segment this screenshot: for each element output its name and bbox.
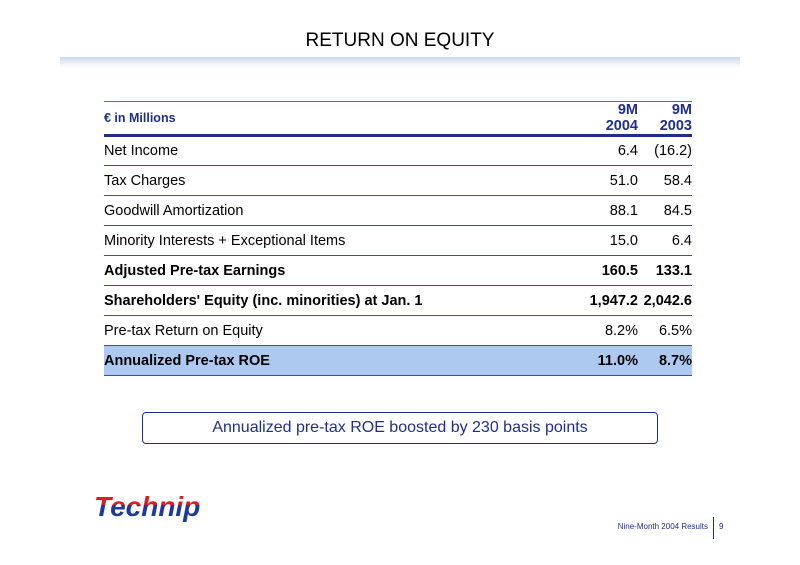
- header-9m-2003: 9M 2003: [638, 101, 692, 137]
- value-9m-2004: 15.0: [584, 225, 638, 256]
- table-row: Shareholders' Equity (inc. minorities) a…: [104, 285, 692, 316]
- table-row: Goodwill Amortization 88.1 84.5: [104, 195, 692, 226]
- header-currency-label: € in Millions: [104, 101, 584, 137]
- table-header-row: € in Millions 9M 2004 9M 2003: [104, 101, 692, 137]
- value-9m-2003: 133.1: [638, 255, 692, 286]
- value-9m-2003: (16.2): [638, 135, 692, 166]
- value-9m-2004: 1,947.2: [584, 285, 638, 316]
- value-9m-2003: 58.4: [638, 165, 692, 196]
- table-row: Pre-tax Return on Equity 8.2% 6.5%: [104, 315, 692, 346]
- value-9m-2004: 8.2%: [584, 315, 638, 346]
- technip-logo: Technip Technip: [94, 491, 200, 522]
- value-9m-2003: 6.4: [638, 225, 692, 256]
- logo-wordmark-upper: Technip: [94, 491, 200, 522]
- table-row: Adjusted Pre-tax Earnings 160.5 133.1: [104, 255, 692, 286]
- table-row: Minority Interests + Exceptional Items 1…: [104, 225, 692, 256]
- table-row: Net Income 6.4 (16.2): [104, 135, 692, 166]
- page-number: 9: [719, 522, 724, 531]
- value-9m-2003: 2,042.6: [638, 285, 692, 316]
- header-9m-2004: 9M 2004: [584, 101, 638, 137]
- row-label: Annualized Pre-tax ROE: [104, 345, 584, 376]
- roe-table: € in Millions 9M 2004 9M 2003 Net Income…: [104, 101, 692, 376]
- logo-wordmark: Technip Technip: [94, 491, 200, 522]
- callout-text: Annualized pre-tax ROE boosted by 230 ba…: [212, 419, 588, 436]
- value-9m-2004: 88.1: [584, 195, 638, 226]
- slide-title: RETURN ON EQUITY: [305, 30, 495, 51]
- row-label: Tax Charges: [104, 165, 584, 196]
- title-underline: [60, 57, 740, 69]
- value-9m-2003: 8.7%: [638, 345, 692, 376]
- value-9m-2004: 160.5: [584, 255, 638, 286]
- row-label: Adjusted Pre-tax Earnings: [104, 255, 584, 286]
- value-9m-2004: 11.0%: [584, 345, 638, 376]
- callout-box: Annualized pre-tax ROE boosted by 230 ba…: [142, 412, 658, 444]
- row-label: Net Income: [104, 135, 584, 166]
- value-9m-2003: 84.5: [638, 195, 692, 226]
- footer-label: Nine-Month 2004 Results: [617, 522, 708, 531]
- row-label: Goodwill Amortization: [104, 195, 584, 226]
- value-9m-2004: 6.4: [584, 135, 638, 166]
- footer-divider: [713, 517, 714, 539]
- row-label: Pre-tax Return on Equity: [104, 315, 584, 346]
- table-row: Tax Charges 51.0 58.4: [104, 165, 692, 196]
- value-9m-2003: 6.5%: [638, 315, 692, 346]
- row-label: Minority Interests + Exceptional Items: [104, 225, 584, 256]
- value-9m-2004: 51.0: [584, 165, 638, 196]
- logo-wordmark-lower: Technip: [94, 491, 200, 522]
- row-label: Shareholders' Equity (inc. minorities) a…: [104, 285, 584, 316]
- table-row-highlighted: Annualized Pre-tax ROE 11.0% 8.7%: [104, 345, 692, 376]
